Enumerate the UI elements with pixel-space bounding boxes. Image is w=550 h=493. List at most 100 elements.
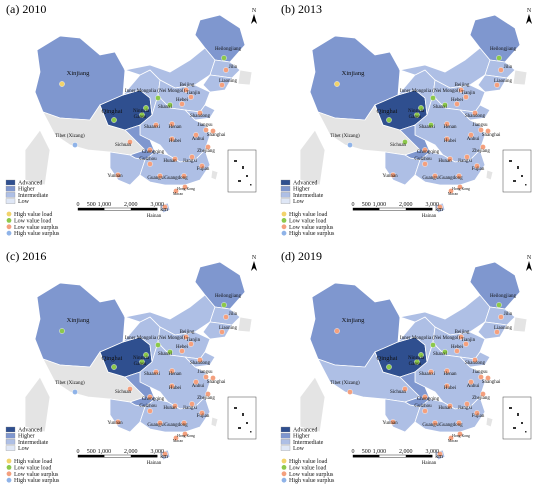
province-label-jiangsu: Jiangsu <box>198 123 214 128</box>
marker-anhui <box>468 379 474 385</box>
marker-hubei <box>444 383 450 389</box>
province-label-shanghai: Shanghai <box>482 133 501 138</box>
province-label-henan: Henan <box>443 372 457 377</box>
marker-henan <box>444 368 450 374</box>
province-label-guangxi: Guangxi <box>147 176 165 181</box>
marker-guizhou <box>147 408 153 414</box>
marker-fujian <box>199 163 205 169</box>
province-label-fujian: Fujian <box>197 414 210 419</box>
scale-tick-label: 2,000 <box>124 202 138 208</box>
province-label-shanghai: Shanghai <box>207 133 226 138</box>
province-label-shaanxi: Shaanxi <box>144 372 161 377</box>
legend-dot-low-value-surplus <box>281 224 287 230</box>
province-label-yunnan: Yunnan <box>107 174 123 179</box>
marker-jiangxi <box>464 154 470 160</box>
marker-tianjin <box>463 94 469 100</box>
north-arrow-icon: N <box>526 8 532 24</box>
marker-qinghai <box>111 364 117 370</box>
province-label-shandong: Shandong <box>465 361 486 366</box>
legend-label-advanced: Advanced <box>18 427 42 433</box>
province-label-hubei: Hubei <box>444 386 457 391</box>
province-label-henan: Henan <box>443 125 457 130</box>
province-label-xinjiang: Xinjiang <box>67 317 90 324</box>
legend-dot-high-value-surplus <box>6 230 12 236</box>
north-arrow-icon: N <box>526 255 532 271</box>
province-label-guangdong: Guangdong <box>439 423 463 428</box>
marker-fujian <box>474 163 480 169</box>
south-china-sea-inset <box>502 149 532 193</box>
legend-dot-low-value-surplus <box>6 471 12 477</box>
province-label-beijing: Beijing <box>455 330 470 335</box>
marker-tibet-xizang <box>347 389 353 395</box>
province-label-hainan: Hainan <box>422 214 437 219</box>
province-label-gansu: Gansu <box>409 115 422 120</box>
north-arrow-icon: N <box>251 8 257 24</box>
legend-label-low-value-load: Low value load <box>14 465 51 471</box>
province-label-hubei: Hubei <box>169 139 182 144</box>
marker-hainan <box>437 451 443 457</box>
marker-ningxia <box>418 105 424 111</box>
marker-shandong <box>197 110 203 116</box>
marker-liaoning <box>494 329 500 335</box>
province-label-guizhou: Guizhou <box>139 404 157 409</box>
marker-anhui <box>193 132 199 138</box>
marker-shanxi <box>167 102 173 108</box>
province-label-hong-kong: Hong Kong <box>452 187 470 191</box>
marker-inner-mongolia-nei-mongol <box>430 342 436 348</box>
province-label-hunan: Hunan <box>163 406 177 411</box>
map-svg: Xinjiang Tibet (Xizang) Qinghai GansuNingxi… <box>5 8 257 237</box>
marker-yunnan <box>115 419 121 425</box>
province-label-qinghai: Qinghai <box>377 355 398 362</box>
province-label-ningxia: Ningxia <box>133 109 150 114</box>
province-label-jilin: Jilin <box>504 312 513 317</box>
marker-inner-mongolia-nei-mongol <box>155 342 161 348</box>
scale-tick-label: 3,000 <box>150 449 164 455</box>
marker-guangdong <box>181 173 187 179</box>
marker-chongqing <box>147 394 153 400</box>
province-label-hainan: Hainan <box>147 461 162 466</box>
legend-label-low: Low <box>293 199 305 205</box>
marker-hainan <box>162 451 168 457</box>
province-label-macao: Macao <box>173 439 183 443</box>
marker-hong-kong <box>457 184 463 190</box>
map-panel-c: Xinjiang Tibet (Xizang) Qinghai Gansu Ningxi… <box>0 247 275 493</box>
legend-swatch-low <box>5 198 16 204</box>
marker-yunnan <box>115 172 121 178</box>
legend-dot-high-value-load <box>6 211 12 217</box>
south-china-sea-inset <box>227 396 257 440</box>
marker-hubei <box>444 136 450 142</box>
province-label-shaanxi: Shaanxi <box>419 125 436 130</box>
scale-tick-label: 500 <box>362 202 371 208</box>
label-layer: Xinjiang Tibet (Xizang) Qinghai GansuNingxi… <box>55 47 241 219</box>
legend-dot-low-value-load <box>6 465 12 470</box>
marker-xinjiang <box>59 328 65 334</box>
legend-label-high-value-load: High value load <box>14 212 52 218</box>
province-label-jiangxi: Jiangxi <box>458 159 473 164</box>
marker-beijing <box>458 334 464 340</box>
province-label-hong-kong: Hong Kong <box>177 187 195 191</box>
marker-guangxi <box>157 173 163 179</box>
panel-title: (b) 2013 <box>281 2 322 16</box>
legend-label-high-value-load: High value load <box>14 459 52 465</box>
marker-shanghai <box>210 128 216 134</box>
region-liaoning <box>202 74 233 93</box>
legend-swatch-advanced <box>280 426 291 433</box>
province-label-macao: Macao <box>448 192 458 196</box>
province-label-sichuan: Sichuan <box>390 390 407 395</box>
marker-guangdong <box>181 420 187 426</box>
marker-shaanxi <box>428 369 434 375</box>
legend-dot-high-value-load <box>281 458 287 464</box>
legend-label-high-value-surplus: High value surplus <box>289 478 335 484</box>
marker-jilin <box>498 67 504 73</box>
legend-dot-high-value-surplus <box>6 477 12 483</box>
marker-jiangxi <box>189 401 195 407</box>
scale-tick-label: 3,000 <box>150 202 164 208</box>
label-layer: Xinjiang Tibet (Xizang) Qinghai GansuNingxi… <box>330 294 516 466</box>
